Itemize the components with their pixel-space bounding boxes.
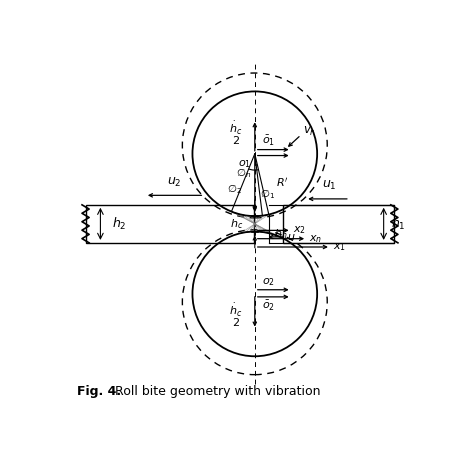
Text: $h_2$: $h_2$ [112,216,127,232]
Text: $2$: $2$ [232,316,240,328]
Text: Roll bite geometry with vibration: Roll bite geometry with vibration [111,385,320,398]
Text: $x_n$: $x_n$ [309,233,322,245]
Text: $h_n$: $h_n$ [274,228,287,241]
Text: $v_r$: $v_r$ [303,125,316,138]
Text: $x_1$: $x_1$ [333,241,346,253]
Text: $\emptyset_2$: $\emptyset_2$ [227,182,242,196]
Text: $2$: $2$ [232,134,240,146]
Text: $h_c$: $h_c$ [230,217,243,231]
Text: $\emptyset_1$: $\emptyset_1$ [260,187,275,201]
Text: $\bar{o}_1$: $\bar{o}_1$ [262,134,275,148]
Bar [86,205,254,243]
Text: $h_1$: $h_1$ [392,216,406,232]
Text: $\dot{h}_c$: $\dot{h}_c$ [229,120,243,137]
Text: $o_1$: $o_1$ [238,158,251,170]
Text: $o_2$: $o_2$ [262,276,275,288]
Text: $R'$: $R'$ [275,176,288,189]
Text: $\emptyset_n$: $\emptyset_n$ [237,166,252,180]
Text: Fig. 4.: Fig. 4. [77,385,121,398]
Bar [283,205,394,243]
Text: $\dot{h}_c$: $\dot{h}_c$ [229,302,243,319]
Text: $u$: $u$ [287,232,295,242]
Text: $\bar{o}_2$: $\bar{o}_2$ [262,298,275,313]
Text: $u_1$: $u_1$ [322,179,337,192]
Text: $u_2$: $u_2$ [167,176,182,189]
Text: $x_2$: $x_2$ [293,224,306,236]
